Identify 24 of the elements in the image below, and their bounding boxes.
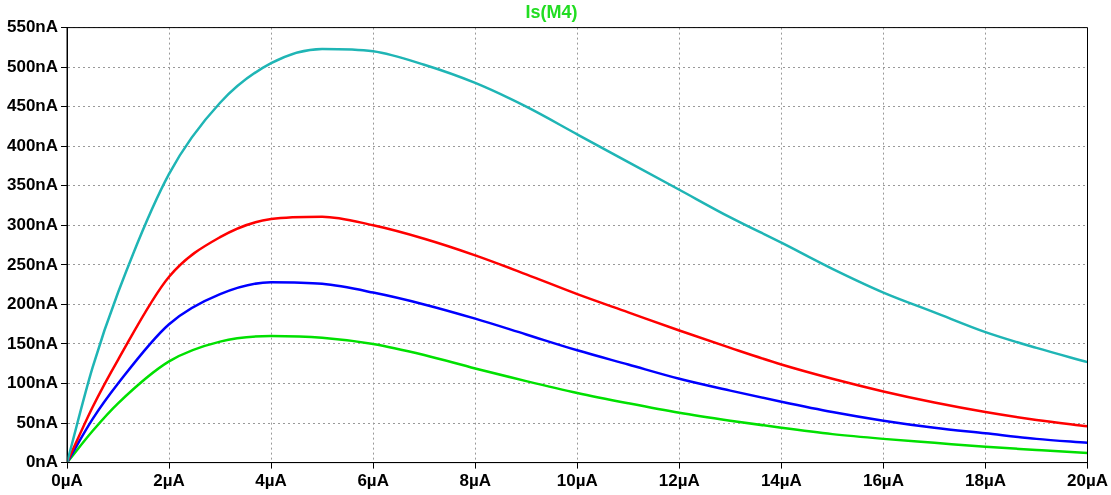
x-tick-label: 6µA xyxy=(357,471,389,491)
y-tick-label: 50nA xyxy=(16,412,59,432)
x-tick-label: 10µA xyxy=(556,471,598,491)
x-tick-label: 18µA xyxy=(964,471,1006,491)
y-tick-label: 200nA xyxy=(6,294,59,314)
y-tick-label: 500nA xyxy=(6,56,59,76)
y-tick-label: 100nA xyxy=(6,373,59,393)
y-tick-label: 550nA xyxy=(6,17,59,37)
x-tick-label: 20µA xyxy=(1067,471,1108,491)
x-tick-label: 4µA xyxy=(255,471,287,491)
y-tick-label: 400nA xyxy=(6,135,59,155)
x-tick-label: 2µA xyxy=(153,471,185,491)
chart-title: Is(M4) xyxy=(525,1,578,22)
y-tick-label: 150nA xyxy=(6,333,59,353)
y-tick-label: 450nA xyxy=(6,96,59,116)
y-tick-label: 250nA xyxy=(6,254,59,274)
x-tick-label: 8µA xyxy=(459,471,491,491)
x-tick-label: 0µA xyxy=(51,471,83,491)
y-tick-label: 350nA xyxy=(6,175,59,195)
x-tick-label: 12µA xyxy=(658,471,700,491)
y-tick-label: 300nA xyxy=(6,215,59,235)
x-tick-label: 16µA xyxy=(862,471,904,491)
x-tick-label: 14µA xyxy=(760,471,802,491)
y-tick-label: 0nA xyxy=(25,452,59,472)
